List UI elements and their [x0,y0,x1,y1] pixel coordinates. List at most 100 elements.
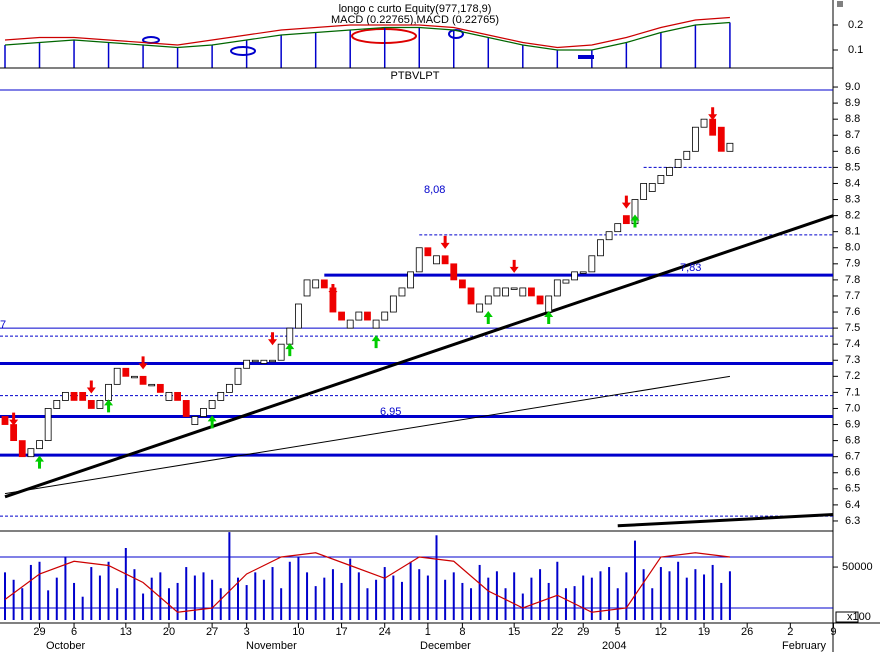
y-tick-label: 7.3 [845,354,860,366]
candle [27,448,35,458]
sell-signal [268,332,278,346]
candle [683,150,691,160]
candle [648,183,656,192]
candle [545,295,553,313]
candle [44,408,52,442]
x-tick-label: 27 [206,626,218,638]
candle [122,367,130,377]
x-tick-label: 13 [120,626,132,638]
sell-signal [509,259,519,273]
candle [657,175,665,184]
y-tick-label: 8.0 [845,242,860,254]
x-tick-label: 29 [33,626,45,638]
candle [372,319,380,329]
candle [666,166,673,176]
sell-signal [440,235,450,249]
candle [640,183,648,200]
y-tick-label: 8.4 [845,177,860,189]
y-tick-label: 7.5 [845,322,860,334]
candle [174,391,182,401]
buy-signal [483,310,493,324]
candle [208,400,216,409]
y-tick-label: 8.2 [845,210,860,222]
candle [200,408,207,417]
candle [320,279,328,289]
x-tick-label: 10 [292,626,304,638]
x-tick-label: 20 [163,626,175,638]
y-tick-label: 0.1 [848,44,863,56]
y-tick-label: 6.9 [845,418,860,430]
candle [269,359,276,363]
y-tick-label: 6.4 [845,499,860,511]
x-tick-label: 9 [830,626,836,638]
y-tick-label: 8.7 [845,129,860,141]
candle [709,118,717,136]
highlight [230,46,256,56]
annotation: 6,95 [380,406,401,418]
candle [234,367,242,385]
y-tick-label: 7.9 [845,258,860,270]
sell-signal [138,356,148,370]
buy-signal [35,455,45,469]
y-tick-label: 7.0 [845,402,860,414]
candle [251,359,259,363]
candle [346,319,354,329]
candle [225,383,233,393]
candle [407,271,415,289]
highlight [578,55,594,59]
y-tick-label: 7.8 [845,274,860,286]
candle [717,126,725,152]
annotation: 8,08 [424,184,445,196]
candle [726,142,734,152]
candle [389,295,397,313]
candle [1,416,9,425]
candle [277,343,285,361]
menu-icon[interactable] [836,0,844,8]
buy-signal [207,415,217,429]
candle [476,303,484,313]
y-tick-label: 8.3 [845,193,860,205]
y-tick-label: 6.6 [845,467,860,479]
candle [87,400,95,409]
candle [156,383,164,393]
candle [355,311,363,321]
candle [622,215,630,225]
month-label: 2004 [602,640,626,652]
macd-line [4,16,730,49]
x-tick-label: 6 [71,626,77,638]
y-tick-label: 6.5 [845,483,860,495]
x-tick-label: 19 [698,626,710,638]
x-tick-label: 24 [379,626,391,638]
y-tick-label: 7.6 [845,306,860,318]
candle [510,287,518,290]
candle [450,263,458,281]
x-tick-label: 15 [508,626,520,638]
y-tick-label: 7.7 [845,290,860,302]
month-label: November [246,640,297,652]
candle [424,247,432,257]
chart-title: longo c curto Equity(977,178,9) [339,3,492,15]
candle [243,359,251,369]
candle [398,287,406,297]
candle [148,383,156,387]
candle [96,400,104,409]
candle [433,255,440,265]
sell-signal [9,412,19,426]
candle [191,416,199,425]
candle [303,279,311,297]
candle [312,279,320,289]
candle [441,255,449,265]
buy-signal [544,310,554,324]
candle [105,383,112,401]
unit-label: x100 [847,611,871,623]
trend-line [4,375,730,495]
chart-subtitle: MACD (0.22765),MACD (0.22765) [331,14,499,26]
trend-line [4,214,834,499]
y-tick-label: 50000 [842,561,873,573]
candle [605,231,613,241]
candle [562,279,570,284]
macd-line [4,21,730,51]
candle [415,247,423,273]
candle [493,287,501,297]
month-label: February [782,640,827,652]
